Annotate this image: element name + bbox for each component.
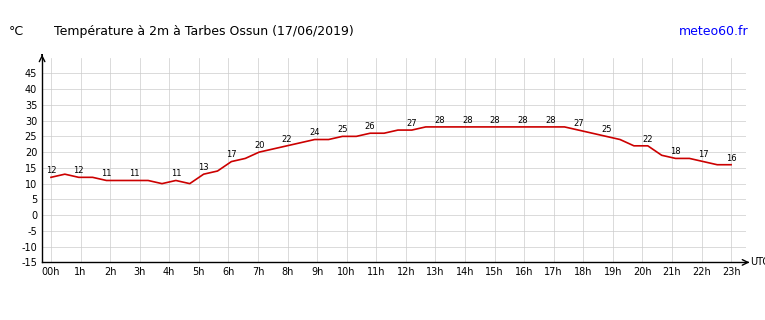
Text: 11: 11 (101, 169, 112, 178)
Text: 28: 28 (462, 116, 473, 125)
Text: 20: 20 (254, 141, 265, 150)
Text: 12: 12 (46, 166, 56, 175)
Text: 22: 22 (282, 135, 292, 144)
Text: 11: 11 (129, 169, 139, 178)
Text: °C: °C (9, 25, 24, 38)
Text: Température à 2m à Tarbes Ossun (17/06/2019): Température à 2m à Tarbes Ossun (17/06/2… (54, 25, 353, 38)
Text: 16: 16 (726, 154, 737, 163)
Text: 22: 22 (643, 135, 653, 144)
Text: 26: 26 (365, 122, 376, 131)
Text: 28: 28 (545, 116, 556, 125)
Text: 13: 13 (198, 163, 209, 172)
Text: UTC: UTC (750, 257, 765, 268)
Text: 17: 17 (698, 150, 708, 159)
Text: 28: 28 (435, 116, 445, 125)
Text: meteo60.fr: meteo60.fr (679, 25, 748, 38)
Text: 27: 27 (573, 119, 584, 128)
Text: 24: 24 (309, 128, 320, 137)
Text: 28: 28 (490, 116, 500, 125)
Text: 12: 12 (73, 166, 84, 175)
Text: 17: 17 (226, 150, 236, 159)
Text: 18: 18 (670, 147, 681, 156)
Text: 25: 25 (601, 125, 611, 134)
Text: 11: 11 (171, 169, 181, 178)
Text: 25: 25 (337, 125, 347, 134)
Text: 27: 27 (406, 119, 417, 128)
Text: 28: 28 (518, 116, 528, 125)
